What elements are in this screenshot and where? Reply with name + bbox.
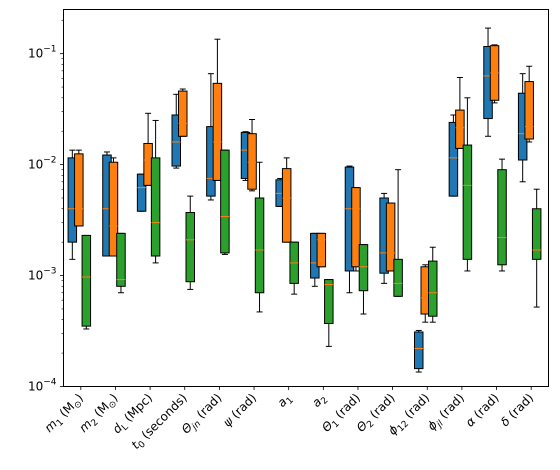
x-tick-label: a2	[309, 391, 330, 412]
y-tick-label: 10−3	[28, 267, 57, 283]
box-body	[108, 161, 119, 257]
y-tick-label: 10−4	[28, 378, 57, 394]
y-tick-label: 10−2	[28, 156, 57, 172]
box-0-1	[74, 149, 84, 227]
box-body	[116, 232, 126, 287]
box-8-1	[351, 187, 361, 272]
box-body	[428, 260, 438, 317]
box-body	[136, 173, 147, 212]
x-tick-label: ψ (rad)	[220, 391, 259, 430]
box-body	[281, 168, 292, 243]
axes-frame	[63, 9, 549, 387]
box-12-1	[489, 44, 500, 104]
box-0-2	[81, 234, 92, 330]
box-body	[531, 208, 542, 260]
box-6-2	[289, 241, 299, 295]
box-body	[351, 187, 361, 268]
box-body	[316, 232, 327, 268]
box-10-0	[414, 329, 424, 373]
box-body	[455, 109, 465, 149]
box-body	[448, 121, 459, 197]
box-body	[524, 81, 534, 140]
box-5-2	[254, 161, 265, 313]
box-body	[185, 212, 195, 283]
box-body	[358, 244, 369, 292]
box-group	[67, 27, 542, 373]
box-body	[414, 331, 424, 370]
box-4-1	[212, 38, 223, 181]
box-3-1	[178, 88, 188, 137]
box-body	[497, 169, 507, 266]
box-9-1	[385, 202, 396, 272]
box-11-0	[448, 114, 459, 197]
box-body	[462, 144, 473, 260]
box-3-2	[185, 195, 195, 290]
box-body	[212, 82, 223, 181]
x-axis: m1 (M⊙)m2 (M⊙)dL (Mpc)t0 (seconds)Θjn (r…	[42, 386, 536, 452]
box-6-1	[281, 157, 292, 243]
x-tick-label: a1	[275, 391, 296, 412]
box-13-2	[531, 188, 542, 308]
box-9-2	[393, 169, 403, 297]
box-body	[178, 90, 188, 137]
y-axis: 10−4 10−3 10−2 10−1	[28, 19, 64, 394]
box-body	[81, 234, 92, 327]
box-10-2	[428, 246, 438, 323]
box-body	[393, 258, 403, 297]
box-13-1	[524, 65, 534, 143]
box-2-0	[136, 173, 147, 212]
box-5-1	[247, 118, 257, 192]
y-tick-label: 10−1	[28, 45, 57, 61]
box-4-2	[220, 149, 230, 255]
box-11-1	[455, 76, 465, 149]
box-7-2	[324, 279, 334, 347]
box-body	[324, 279, 334, 324]
box-3-0	[171, 93, 181, 169]
x-tick-label: m1 (M⊙)	[42, 391, 88, 437]
box-body	[171, 114, 181, 167]
box-body	[150, 157, 161, 257]
box-body	[74, 153, 84, 227]
box-7-1	[316, 232, 327, 268]
box-8-2	[358, 244, 369, 315]
box-2-2	[150, 119, 161, 264]
box-body	[254, 197, 265, 294]
box-body	[247, 133, 257, 190]
x-tick-label: δ (rad)	[498, 391, 536, 429]
x-tick-label: ϕjl (rad)	[425, 391, 470, 436]
box-1-1	[108, 157, 119, 257]
box-12-2	[497, 158, 507, 272]
x-tick-label: α (rad)	[463, 391, 502, 430]
box-body	[220, 149, 230, 254]
box-1-2	[116, 232, 126, 294]
box-body	[385, 202, 396, 272]
box-11-2	[462, 97, 473, 272]
